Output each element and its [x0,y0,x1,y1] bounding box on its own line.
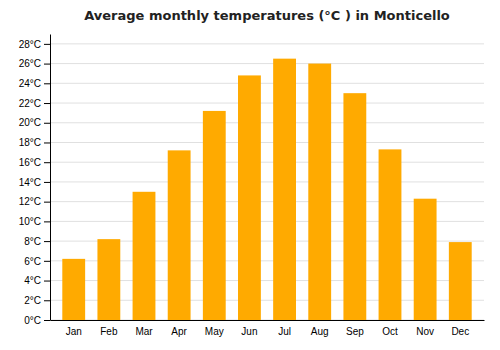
y-axis-line [50,35,51,321]
y-tick-label: 26°C [19,58,41,69]
y-tick: 0°C [24,315,50,326]
x-tick-label: May [205,326,224,337]
y-tick: 16°C [19,157,50,168]
y-tick-mark [44,103,50,104]
y-tick-mark [44,162,50,163]
y-tick: 10°C [19,216,50,227]
x-tick-label: Sep [346,326,364,337]
y-tick: 2°C [24,295,50,306]
bar [343,93,366,320]
bar [203,111,226,320]
y-tick-mark [44,241,50,242]
grid-line [50,162,484,163]
x-tick: Oct [382,326,398,337]
x-tick-label: Feb [100,326,118,337]
x-tick: May [205,326,224,337]
y-tick-label: 0°C [24,315,41,326]
y-tick-label: 22°C [19,98,41,109]
x-tick: Nov [416,326,434,337]
y-tick: 8°C [24,236,50,247]
y-tick-label: 28°C [19,39,41,50]
marks [62,59,471,320]
y-tick-mark [44,281,50,282]
x-tick-label: Oct [382,326,398,337]
x-tick: Jul [278,326,291,337]
y-tick-mark [44,261,50,262]
plot: 0°C 2°C 4°C 6°C 8°C 10°C 12°C 14°C 16°C 18°C 20°C 2… [19,35,485,338]
grid-line [50,63,484,64]
y-tick-label: 18°C [19,137,41,148]
x-tick-label: Mar [135,326,153,337]
grid-line [50,43,484,44]
grid-line [50,103,484,104]
y-tick-mark [44,142,50,143]
y-tick-mark [44,202,50,203]
bar [379,149,402,320]
bar [308,64,331,320]
x-axis: Jan Feb Mar Apr May Jun Jul Aug Sep Oct Nov Dec [51,321,485,338]
y-axis: 0°C 2°C 4°C 6°C 8°C 10°C 12°C 14°C 16°C 18°C 20°C 2… [19,35,51,326]
x-tick-label: Jul [278,326,291,337]
bar [414,199,437,320]
y-tick-label: 14°C [19,177,41,188]
y-tick-label: 16°C [19,157,41,168]
y-tick: 22°C [19,98,50,109]
x-tick-label: Nov [416,326,434,337]
y-tick-mark [44,83,50,84]
y-tick-mark [44,182,50,183]
y-tick-mark [44,300,50,301]
y-tick-label: 8°C [24,236,41,247]
x-tick: Jun [241,326,257,337]
y-tick: 20°C [19,117,50,128]
bar [97,239,120,320]
bar [273,59,296,320]
y-tick: 18°C [19,137,50,148]
grid-line [50,83,484,84]
y-tick-label: 4°C [24,275,41,286]
grid [50,44,484,320]
title: Average monthly temperatures (°C ) in Mo… [84,8,450,23]
y-tick-label: 6°C [24,256,41,267]
y-tick-mark [44,123,50,124]
x-tick-label: Jan [66,326,82,337]
bar [449,242,472,320]
x-tick: Sep [346,326,364,337]
y-tick-label: 10°C [19,216,41,227]
grid-line [50,122,484,123]
bar [62,259,85,320]
bar [133,192,156,320]
bar [238,75,261,320]
x-tick: Jan [66,326,82,337]
grid-line [50,142,484,143]
x-tick: Dec [451,326,469,337]
y-tick: 12°C [19,196,50,207]
grid-line [50,181,484,182]
x-tick-label: Apr [171,326,187,337]
y-tick: 26°C [19,58,50,69]
y-tick-mark [44,221,50,222]
x-tick: Mar [135,326,153,337]
y-tick-label: 12°C [19,196,41,207]
y-tick-label: 24°C [19,78,41,89]
y-tick-mark [44,320,50,321]
y-tick: 24°C [19,78,50,89]
x-tick-label: Dec [451,326,469,337]
bar [168,150,191,320]
y-tick: 4°C [24,275,50,286]
y-tick-mark [44,44,50,45]
y-tick: 6°C [24,256,50,267]
x-tick-label: Jun [241,326,257,337]
y-tick: 28°C [19,39,50,50]
x-tick-label: Aug [311,326,329,337]
x-tick: Aug [311,326,329,337]
y-tick-mark [44,64,50,65]
y-tick-label: 2°C [24,295,41,306]
chart: 0°C 2°C 4°C 6°C 8°C 10°C 12°C 14°C 16°C 18°C 20°C 2… [0,0,500,350]
y-tick-label: 20°C [19,117,41,128]
x-axis-line [51,320,485,321]
x-tick: Feb [100,326,118,337]
y-tick: 14°C [19,177,50,188]
x-tick: Apr [171,326,187,337]
